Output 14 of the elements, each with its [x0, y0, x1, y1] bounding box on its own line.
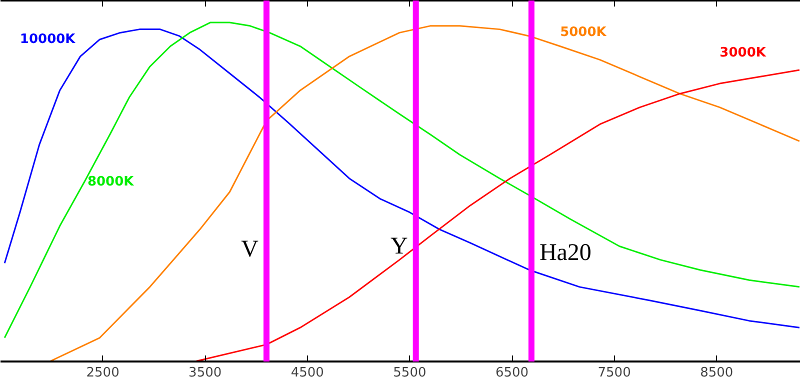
ref-line-label: Ha20 — [539, 240, 592, 266]
series-label: 8000K — [87, 174, 135, 190]
x-tick-label: 3500 — [188, 366, 222, 379]
series-label: 3000K — [720, 46, 767, 61]
series-label: 10000K — [20, 32, 76, 47]
x-tick-label: 4500 — [290, 366, 324, 379]
x-tick-label: 2500 — [86, 366, 120, 379]
x-tick-label: 5500 — [393, 366, 426, 379]
x-tick-label: 8500 — [700, 366, 734, 379]
ref-line-label: V — [241, 236, 260, 263]
x-tick-label: 7500 — [598, 366, 631, 379]
ref-line-label: Y — [390, 233, 408, 260]
series-label: 5000K — [560, 25, 608, 40]
x-tick-label: 6500 — [495, 366, 529, 379]
